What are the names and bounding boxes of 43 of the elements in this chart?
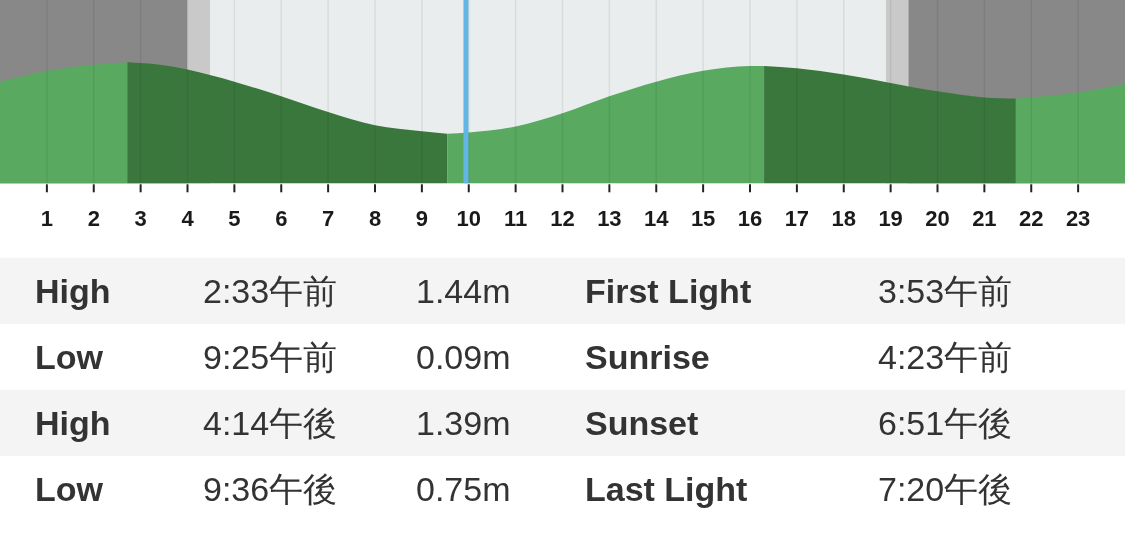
text: First Light [585, 272, 752, 311]
x-tick-label: 12 [550, 206, 575, 232]
x-tick-label: 18 [831, 206, 856, 232]
x-tick-label: 11 [503, 206, 528, 232]
text: 4:23午前 [878, 338, 1013, 377]
text: 1.44m [416, 272, 511, 311]
text: 2:33午前 [203, 272, 338, 311]
text: 6:51午後 [878, 404, 1013, 443]
text: 3:53午前 [878, 272, 1013, 311]
x-tick-label: 23 [1065, 206, 1091, 232]
x-tick-label: 10 [456, 206, 481, 232]
text: 0.09m [416, 338, 511, 377]
text: Low [35, 338, 104, 377]
x-tick-label: 8 [368, 206, 382, 232]
x-tick-label: 1 [40, 206, 53, 232]
x-tick-label: 22 [1019, 206, 1044, 232]
text: 9:36午後 [203, 470, 338, 509]
text: 0.75m [416, 470, 511, 509]
x-tick-label: 14 [644, 206, 670, 232]
x-tick-label: 15 [690, 206, 716, 232]
x-tick-label: 3 [134, 206, 147, 232]
x-tick-label: 9 [415, 206, 428, 232]
text: Low [35, 470, 104, 509]
text: High [35, 272, 111, 311]
text: Sunset [585, 404, 699, 443]
text: 4:14午後 [203, 404, 338, 443]
x-tick-label: 19 [878, 206, 903, 232]
x-tick-label: 13 [597, 206, 622, 232]
x-tick-label: 6 [275, 206, 288, 232]
text: 9:25午前 [203, 338, 338, 377]
x-tick-label: 4 [181, 206, 195, 232]
text: 1.39m [416, 404, 511, 443]
text: Sunrise [585, 338, 710, 377]
x-tick-label: 16 [737, 206, 763, 232]
x-tick-label: 20 [925, 206, 950, 232]
x-tick-label: 2 [87, 206, 100, 232]
x-tick-label: 21 [972, 206, 997, 232]
x-tick-label: 5 [228, 206, 241, 232]
text: High [35, 404, 111, 443]
text: Last Light [585, 470, 748, 509]
x-tick-label: 17 [784, 206, 810, 232]
text: 7:20午後 [878, 470, 1013, 509]
x-tick-label: 7 [322, 206, 335, 232]
